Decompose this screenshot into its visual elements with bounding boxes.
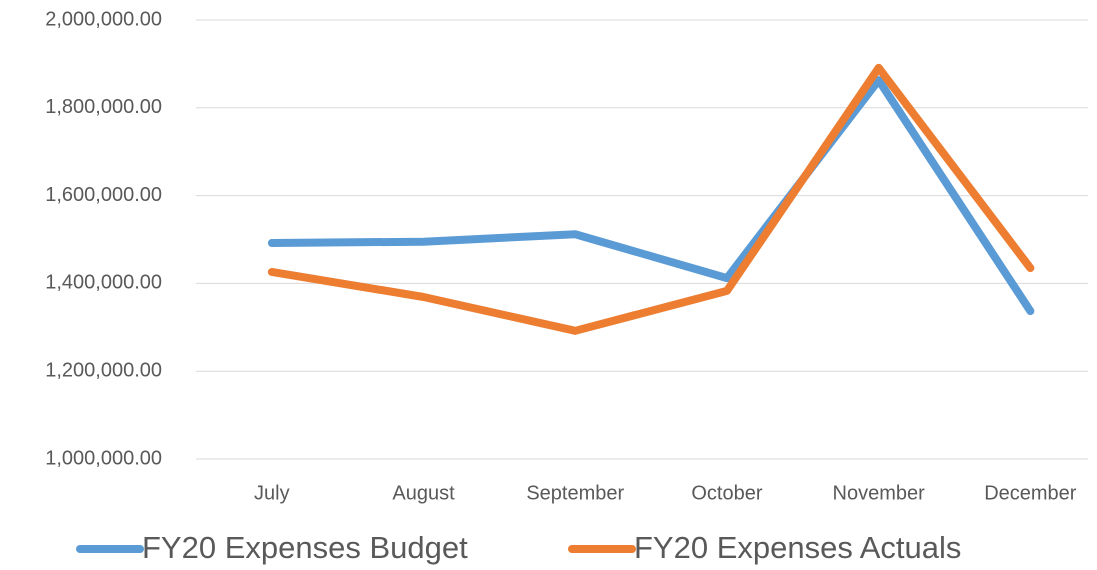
x-tick-label: September bbox=[526, 482, 624, 504]
x-tick-label: July bbox=[254, 482, 290, 504]
series-line bbox=[267, 63, 1035, 335]
y-tick-label: 1,600,000.00 bbox=[45, 184, 162, 206]
y-tick-label: 1,200,000.00 bbox=[45, 359, 162, 381]
y-tick-label: 1,800,000.00 bbox=[45, 96, 162, 118]
x-tick-label: December bbox=[984, 482, 1077, 504]
legend-label: FY20 Expenses Actuals bbox=[634, 530, 961, 565]
y-tick-label: 2,000,000.00 bbox=[45, 8, 162, 30]
x-tick-label: October bbox=[691, 482, 762, 504]
y-tick-label: 1,400,000.00 bbox=[45, 272, 162, 294]
series-line bbox=[267, 76, 1035, 316]
x-tick-label: November bbox=[833, 482, 926, 504]
legend-label: FY20 Expenses Budget bbox=[142, 530, 468, 565]
y-tick-label: 1,000,000.00 bbox=[45, 447, 162, 469]
x-tick-label: August bbox=[392, 482, 455, 504]
